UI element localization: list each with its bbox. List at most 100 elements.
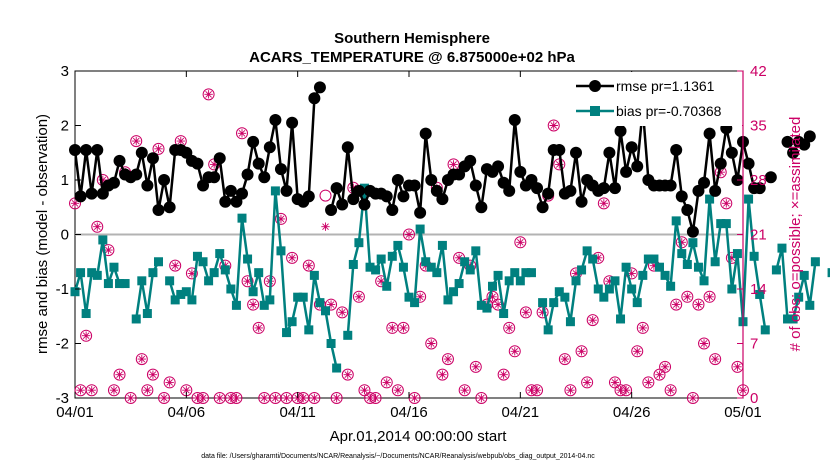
rmse-point (280, 184, 293, 197)
obs-assimilated-marker (694, 300, 703, 309)
bias-point (783, 314, 793, 324)
obs-assimilated-marker (338, 308, 347, 317)
bias-point (638, 270, 648, 280)
legend-bias-label: bias pr=-0.70368 (616, 103, 722, 119)
rmse-point (358, 198, 371, 211)
bias-point (226, 284, 236, 294)
rmse-point (464, 154, 477, 167)
rmse-point (74, 190, 87, 203)
obs-possible-marker (202, 88, 215, 101)
obs-assimilated-marker (310, 393, 319, 403)
obs-possible-marker (85, 384, 98, 397)
obs-assimilated-marker (710, 354, 720, 364)
y-right-tick-label: 28 (750, 172, 767, 189)
obs-possible-marker (146, 368, 159, 381)
obs-assimilated-marker (566, 386, 575, 395)
bias-point (621, 262, 631, 272)
obs-assimilated-marker (488, 292, 497, 301)
obs-assimilated-marker (649, 261, 659, 270)
rmse-point (419, 127, 432, 140)
bias-point (243, 254, 253, 264)
rmse-point (386, 203, 399, 216)
bias-point (732, 249, 742, 259)
y-left-tick-label: -3 (56, 390, 69, 407)
obs-possible-marker (236, 127, 248, 140)
obs-assimilated-marker (326, 300, 336, 309)
obs-assimilated-marker (354, 292, 364, 301)
rmse-point (686, 225, 699, 238)
y-left-tick-label: -1 (56, 281, 69, 298)
bias-point (437, 240, 447, 250)
rmse-series (69, 81, 816, 238)
bias-point (515, 276, 525, 286)
bias-point (198, 257, 208, 267)
obs-assimilated-marker (438, 370, 447, 379)
rmse-point (308, 92, 321, 105)
rmse-point (146, 152, 159, 165)
obs-possible-marker (380, 376, 393, 389)
x-tick-label: 04/11 (279, 404, 315, 421)
bias-point (749, 251, 759, 261)
bias-point (165, 276, 175, 286)
obs-possible-marker (698, 337, 711, 350)
x-axis-ticks: 04/01 04/06 04/11 04/16 04/21 04/26 05/01 (56, 71, 762, 421)
rmse-point (414, 206, 427, 219)
bias-point (521, 268, 531, 278)
bias-point (109, 262, 119, 272)
bias-point (176, 289, 186, 299)
obs-assimilated-marker (532, 386, 542, 395)
rmse-point (709, 184, 722, 197)
rmse-point (252, 157, 265, 170)
obs-assimilated-marker (683, 292, 692, 301)
obs-possible-marker (130, 135, 143, 148)
obs-assimilated-marker (505, 323, 514, 333)
obs-possible-marker (575, 345, 588, 358)
bias-point (827, 268, 830, 278)
obs-possible-marker (503, 321, 516, 334)
obs-possible-marker (397, 321, 410, 334)
rmse-point (341, 141, 354, 154)
rmse-point (141, 179, 154, 192)
obs-assimilated-marker (677, 238, 686, 247)
bias-point (115, 279, 125, 289)
bias-point (449, 287, 459, 297)
bias-point (799, 270, 809, 280)
bias-point (693, 262, 703, 272)
obs-possible-marker (653, 368, 666, 381)
obs-assimilated-marker (577, 347, 586, 356)
rmse-point (130, 168, 143, 181)
x-tick-label: 04/21 (502, 404, 540, 421)
bias-point (321, 306, 330, 316)
rmse-point (113, 154, 126, 167)
rmse-point (380, 190, 393, 203)
x-tick-label: 04/01 (56, 404, 94, 421)
bias-point (343, 330, 353, 340)
obs-assimilated-marker (193, 393, 202, 403)
rmse-point (219, 195, 232, 208)
y-left-tick-label: 3 (61, 63, 69, 80)
obs-possible-marker (141, 384, 154, 397)
obs-assimilated-marker (660, 362, 670, 372)
rmse-point (575, 195, 588, 208)
obs-assimilated-marker (304, 261, 313, 270)
bias-point (565, 317, 575, 327)
bias-point (499, 309, 509, 319)
obs-assimilated-marker (638, 323, 647, 333)
rmse-point (564, 184, 577, 197)
bias-point (131, 314, 141, 324)
bias-point (471, 246, 481, 256)
bias-point (666, 281, 676, 291)
rmse-point (158, 174, 171, 186)
obs-possible-marker (163, 376, 176, 389)
obs-possible-marker (241, 275, 254, 288)
bias-point (716, 219, 726, 229)
bias-point (265, 295, 275, 305)
obs-possible-marker (514, 236, 527, 249)
rmse-point (781, 135, 794, 148)
bias-series (70, 183, 830, 373)
rmse-point (625, 141, 638, 154)
bias-point (231, 300, 241, 310)
x-axis-label: Apr.01,2014 00:00:00 start (330, 428, 508, 445)
bias-point (549, 298, 559, 308)
obs-assimilated-marker (621, 386, 631, 395)
